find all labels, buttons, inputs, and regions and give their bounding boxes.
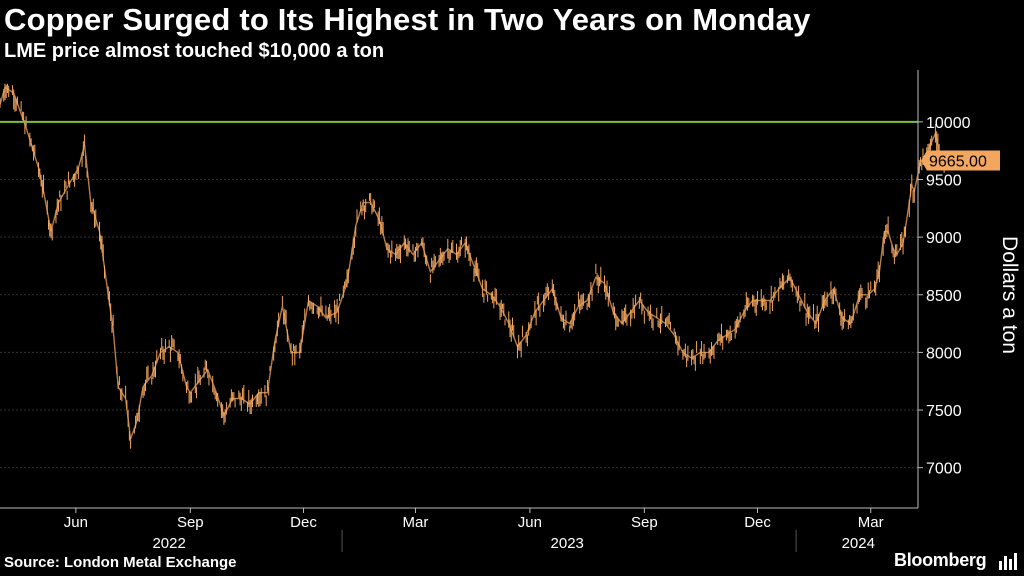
x-tick-label: Mar <box>858 514 884 531</box>
chart-subtitle: LME price almost touched $10,000 a ton <box>4 40 385 62</box>
y-tick-label: 8500 <box>926 288 962 305</box>
x-tick-label: Sep <box>631 514 658 531</box>
year-label: 2023 <box>551 535 584 552</box>
y-tick-label: 9000 <box>926 230 962 247</box>
y-tick-label: 9500 <box>926 173 962 190</box>
x-tick-label: Dec <box>744 514 771 531</box>
y-tick-label: 7500 <box>926 403 962 420</box>
bloomberg-terminal-icon <box>999 553 1017 570</box>
price-line <box>0 86 945 440</box>
x-tick-label: Dec <box>290 514 317 531</box>
x-tick-label: Mar <box>403 514 429 531</box>
year-label: 2024 <box>842 535 875 552</box>
x-tick-label: Jun <box>64 514 88 531</box>
year-label: 2022 <box>152 535 185 552</box>
y-tick-label: 7000 <box>926 461 962 478</box>
y-axis-label: Dollars a ton <box>998 236 1021 354</box>
price-series <box>0 83 945 449</box>
value-labels: 9665.00 <box>921 150 1000 171</box>
source-note: Source: London Metal Exchange <box>4 554 237 571</box>
x-tick-label: Jun <box>518 514 542 531</box>
last-value-label: 9665.00 <box>929 153 987 170</box>
y-tick-label: 8000 <box>926 345 962 362</box>
axes: 7000 7500 8000 8500 9000 9500 10000 Dollars a t… <box>0 70 1021 552</box>
x-tick-label: Sep <box>177 514 204 531</box>
grid-lines <box>0 179 918 469</box>
last-value-badge <box>921 150 1000 171</box>
y-tick-label: 10000 <box>926 115 971 132</box>
bloomberg-logo: Bloomberg <box>894 550 987 570</box>
chart-title: Copper Surged to Its Highest in Two Year… <box>4 2 811 37</box>
